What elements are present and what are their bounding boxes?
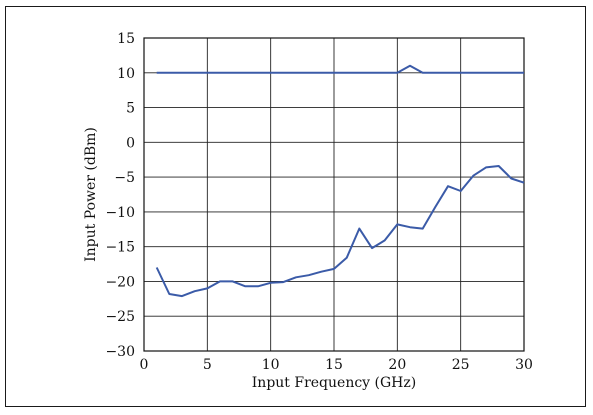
x-axis-label: Input Frequency (GHz) <box>252 375 416 391</box>
x-tick-label: 10 <box>262 357 280 373</box>
grid-lines <box>143 37 525 352</box>
series-lines <box>155 64 525 298</box>
x-tick-labels: 0 5 10 15 20 25 30 <box>140 357 533 373</box>
series-line <box>156 64 524 74</box>
y-tick-label: 0 <box>126 135 135 151</box>
x-tick-label: 5 <box>203 357 212 373</box>
y-tick-label: 15 <box>117 31 135 47</box>
y-tick-label: −5 <box>114 170 135 186</box>
y-tick-label: −10 <box>105 205 135 221</box>
y-tick-label: −15 <box>105 240 135 256</box>
x-tick-label: 15 <box>325 357 343 373</box>
x-tick-label: 20 <box>388 357 406 373</box>
y-tick-label: −20 <box>105 274 135 290</box>
y-tick-label: −25 <box>105 309 135 325</box>
y-tick-label: −30 <box>105 344 135 360</box>
x-tick-label: 0 <box>140 357 149 373</box>
y-tick-labels: 15 10 5 0 −5 −10 −15 −20 −25 −30 <box>105 31 135 360</box>
y-tick-label: 10 <box>117 66 135 82</box>
x-tick-label: 25 <box>452 357 470 373</box>
y-axis-label: Input Power (dBm) <box>83 127 99 262</box>
x-tick-label: 30 <box>515 357 533 373</box>
plot-area <box>143 37 525 352</box>
series-line <box>155 165 525 298</box>
y-tick-label: 5 <box>126 101 135 117</box>
